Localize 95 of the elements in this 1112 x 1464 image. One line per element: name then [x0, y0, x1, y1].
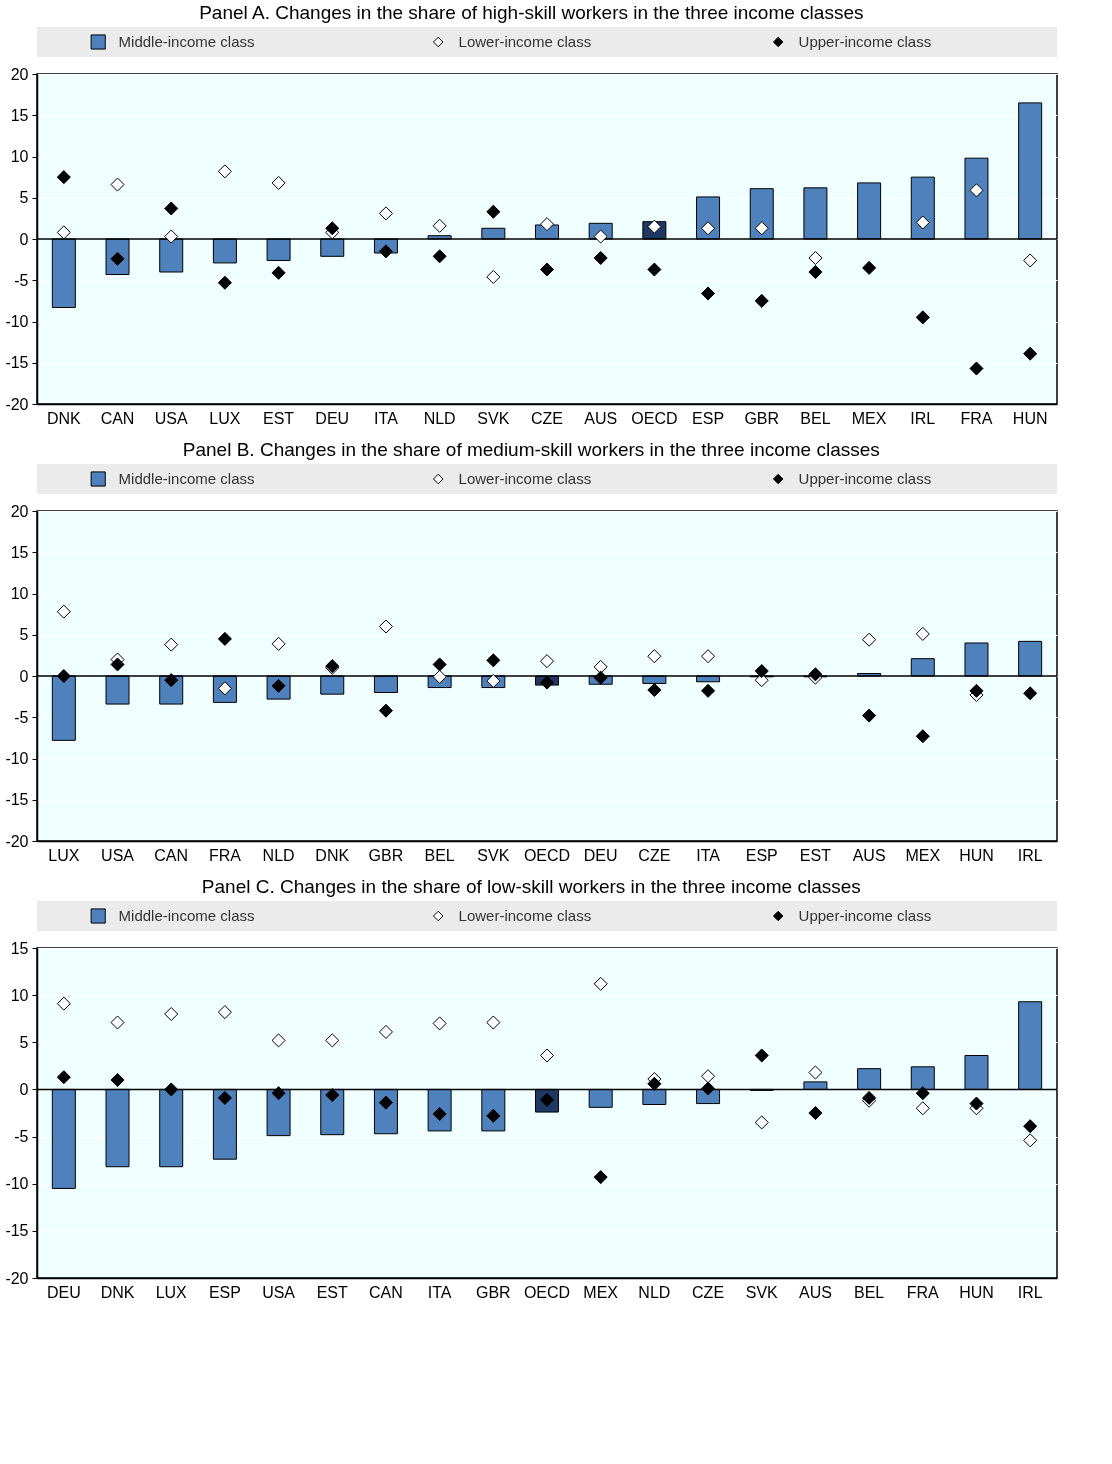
x-tick-label: EST [799, 846, 832, 864]
x-tick-label: FRA [960, 409, 993, 427]
x-tick-label: ITA [696, 846, 721, 864]
x-tick-label: DEU [315, 409, 350, 427]
x-tick-label: CZE [531, 409, 563, 427]
chart-title: Panel A. Changes in the share of high-skill workers in the three income classes [199, 2, 864, 23]
x-tick-label: AUS [852, 846, 886, 864]
y-tick-label: 15 [10, 543, 29, 561]
x-tick-label: CAN [154, 846, 189, 864]
legend-label: Lower-income class [458, 470, 592, 487]
x-tick-label: GBR [744, 409, 780, 427]
y-tick-label: -10 [5, 313, 29, 330]
x-tick-label: LUX [48, 846, 80, 864]
x-tick-label: ESP [692, 409, 725, 427]
x-tick-label: CZE [692, 1283, 725, 1301]
y-tick-label: -5 [14, 708, 29, 726]
chart-title: Panel B. Changes in the share of medium-skill workers in the three income classes [182, 439, 880, 460]
x-tick-label: ESP [208, 1283, 241, 1301]
x-tick-label: DNK [46, 409, 82, 427]
legend-label: Lower-income class [458, 33, 592, 50]
y-tick-label: -10 [5, 750, 29, 767]
y-tick-label: 15 [10, 939, 29, 957]
x-tick-label: MEX [851, 409, 887, 427]
x-tick-label: OECD [631, 409, 678, 427]
x-tick-label: AUS [798, 1283, 832, 1301]
legend-label: Upper-income class [798, 33, 932, 50]
x-tick-label: NLD [262, 846, 295, 864]
y-tick-label: 20 [10, 502, 29, 520]
y-tick-label: 5 [19, 189, 29, 207]
legend-label: Middle-income class [118, 470, 255, 487]
x-tick-label: EST [316, 1283, 349, 1301]
y-tick-label: 5 [19, 626, 29, 644]
y-tick-label: 0 [19, 667, 29, 685]
legend-label: Middle-income class [118, 907, 255, 924]
x-tick-label: FRA [208, 846, 242, 864]
x-tick-label: HUN [1012, 409, 1048, 427]
x-tick-label: OECD [523, 846, 571, 864]
x-tick-label: LUX [209, 409, 241, 427]
x-tick-label: BEL [424, 846, 455, 864]
x-tick-label: SVK [477, 846, 510, 864]
x-tick-label: GBR [475, 1283, 511, 1301]
x-tick-label: USA [262, 1283, 296, 1301]
x-tick-label: USA [101, 846, 135, 864]
y-tick-label: 0 [19, 230, 29, 248]
x-tick-label: BEL [853, 1283, 885, 1301]
y-tick-label: 10 [10, 148, 29, 165]
x-tick-label: AUS [584, 409, 618, 427]
y-tick-label: 10 [10, 986, 29, 1004]
y-tick-label: 5 [19, 1033, 29, 1051]
y-tick-label: -5 [14, 271, 29, 289]
x-tick-label: DNK [315, 846, 350, 864]
y-tick-label: -10 [5, 1175, 29, 1193]
y-tick-label: -5 [14, 1128, 29, 1146]
x-tick-label: IRL [1017, 1283, 1043, 1301]
y-tick-label: 20 [10, 65, 29, 83]
x-tick-label: HUN [959, 846, 994, 864]
x-tick-label: ITA [374, 409, 399, 427]
x-tick-label: ITA [427, 1283, 452, 1301]
x-tick-label: CAN [369, 1283, 403, 1301]
x-tick-label: DEU [583, 846, 618, 864]
y-tick-label: 10 [10, 585, 29, 602]
legend-label: Upper-income class [798, 907, 932, 924]
y-tick-label: -15 [5, 791, 29, 809]
y-tick-label: -20 [5, 832, 29, 850]
y-tick-label: -15 [5, 354, 29, 372]
x-tick-label: CZE [638, 846, 671, 864]
x-tick-label: FRA [906, 1283, 940, 1301]
x-tick-label: ESP [745, 846, 778, 864]
y-tick-label: 15 [10, 106, 29, 124]
x-tick-label: DEU [46, 1283, 81, 1301]
x-tick-label: NLD [638, 1283, 671, 1301]
x-tick-label: HUN [959, 1283, 994, 1301]
y-tick-label: -20 [5, 1269, 29, 1287]
x-tick-label: EST [263, 409, 295, 427]
y-tick-label: -20 [5, 395, 29, 413]
x-tick-label: OECD [523, 1283, 571, 1301]
x-tick-label: DNK [100, 1283, 135, 1301]
x-tick-label: USA [154, 409, 188, 427]
chart-title: Panel C. Changes in the share of low-skill workers in the three income classes [201, 876, 861, 897]
x-tick-label: BEL [800, 409, 831, 427]
x-tick-label: MEX [583, 1283, 619, 1301]
x-tick-label: MEX [905, 846, 941, 864]
legend-label: Lower-income class [458, 907, 592, 924]
legend-label: Upper-income class [798, 470, 932, 487]
x-tick-label: NLD [423, 409, 456, 427]
x-tick-label: GBR [368, 846, 404, 864]
y-tick-label: -15 [5, 1222, 29, 1240]
x-tick-label: CAN [100, 409, 135, 427]
x-tick-label: SVK [477, 409, 510, 427]
y-tick-label: 0 [19, 1080, 29, 1098]
x-tick-label: LUX [155, 1283, 188, 1301]
legend-label: Middle-income class [118, 33, 255, 50]
x-tick-label: IRL [1017, 846, 1043, 864]
x-tick-label: IRL [910, 409, 936, 427]
x-tick-label: SVK [745, 1283, 779, 1301]
